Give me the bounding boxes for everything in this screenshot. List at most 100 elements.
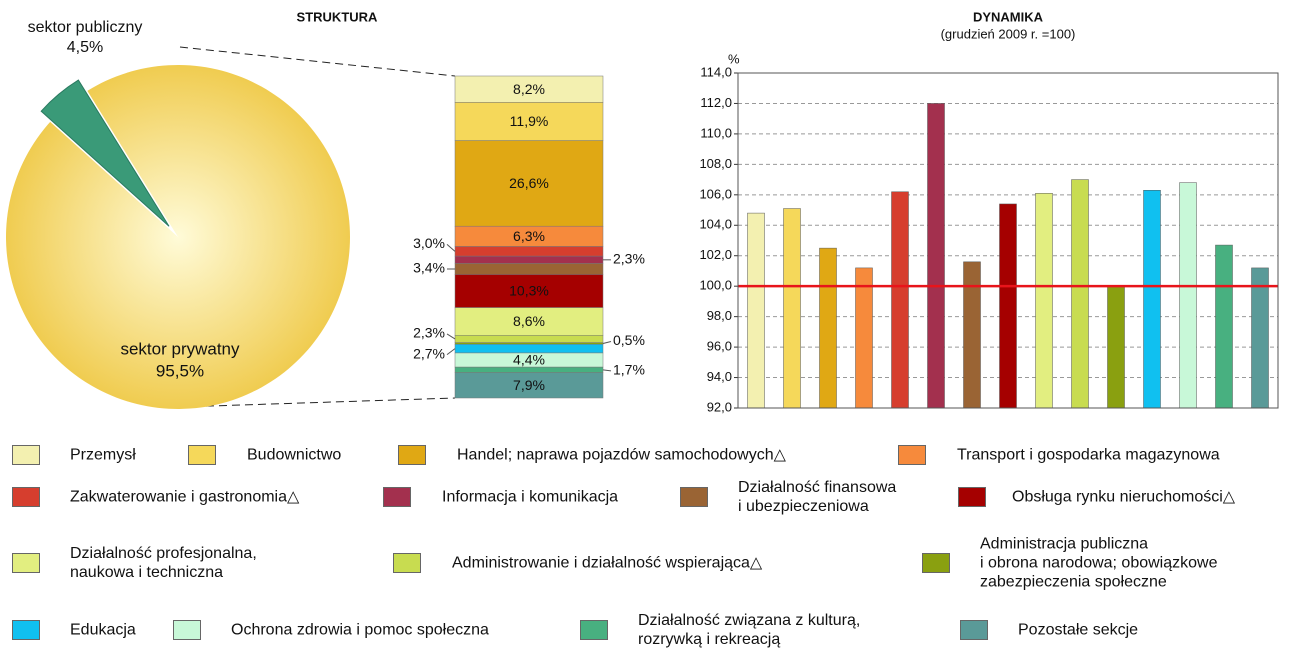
legend-swatch [580,620,608,640]
value-label: 8,6% [513,313,545,329]
legend-swatch [393,553,421,573]
legend-label: Administrowanie i działalność wspierając… [452,554,763,572]
legend-label: Ochrona zdrowia i pomoc społeczna [231,621,489,639]
pie-slice [40,79,170,227]
value-label: 4,4% [513,352,545,368]
stack-segment [454,372,604,399]
value-label: 3,0% [413,235,445,251]
y-tick-label: 104,0 [699,217,732,232]
legend-label: Pozostałe sekcje [1018,621,1139,639]
bar [783,208,801,409]
value-label: 2,7% [413,345,445,361]
pie-label: sektor prywatny [120,339,240,358]
legend-swatch [898,445,926,465]
leader-line [602,340,612,344]
value-label: 2,3% [613,251,645,267]
legend-swatch [12,553,40,573]
legend-label: Handel; naprawa pojazdów samochodowych△ [457,446,786,464]
bar [1071,179,1089,409]
bar [1215,244,1233,409]
value-label: 2,3% [413,325,445,341]
legend-label: Obsługa rynku nieruchomości△ [1012,488,1236,506]
stack-segment [454,263,604,275]
bar [963,261,981,409]
legend-swatch [398,445,426,465]
y-tick-label: 102,0 [699,247,732,262]
legend-swatch [958,487,986,507]
legend-label: Działalność związana z kulturą, rozrywką… [638,612,861,648]
bar [1107,285,1125,409]
connector [179,46,456,77]
value-label: 26,6% [509,175,549,191]
bar [1251,267,1269,409]
pie-label: sektor publiczny [28,19,143,36]
leader-line [446,348,456,356]
chart-title: DYNAMIKA [973,9,1044,24]
chart-title: STRUKTURA [297,9,378,24]
legend-swatch [12,487,40,507]
bar [999,203,1017,409]
bar [927,103,945,409]
legend-label: Edukacja [70,621,136,639]
bar [891,191,909,409]
legend-swatch [173,620,201,640]
y-tick-label: 96,0 [707,339,732,354]
y-tick-label: 92,0 [707,399,732,414]
y-tick-label: 110,0 [700,125,732,140]
leader-line [602,369,612,372]
y-tick-label: 112,0 [700,95,732,110]
stack-segment [454,274,604,308]
bar [747,212,765,409]
bar [819,247,837,409]
legend-swatch [383,487,411,507]
legend-swatch [188,445,216,465]
stack-segment [454,246,604,257]
bar [1179,182,1197,409]
y-tick-label: 108,0 [699,156,732,171]
y-tick-label: 100,0 [699,278,732,293]
legend-label: Działalność finansowa i ubezpieczeniowa [738,479,897,515]
value-label: 11,9% [510,113,549,129]
y-tick-label: 106,0 [699,186,732,201]
stack-segment [454,307,604,336]
stack-segment [454,140,604,227]
legend-swatch [960,620,988,640]
legend-swatch [12,445,40,465]
value-label: 0,5% [613,332,645,348]
legend-swatch [680,487,708,507]
legend-swatch [12,620,40,640]
value-label: 3,4% [413,260,445,276]
chart-subtitle: (grudzień 2009 r. =100) [941,26,1076,41]
y-tick-label: 94,0 [707,369,732,384]
value-label: 8,2% [513,81,545,97]
y-axis-label: % [728,51,740,66]
value-label: 7,9% [513,377,545,393]
leader-line [446,243,456,252]
legend-label: Zakwaterowanie i gastronomia△ [70,488,300,506]
legend-label: Działalność profesjonalna, naukowa i tec… [70,545,257,581]
value-label: 6,3% [513,228,545,244]
legend-label: Administracja publiczna i obrona narodow… [980,535,1218,591]
legend-label: Transport i gospodarka magazynowa [957,446,1220,464]
stack-segment [454,255,604,264]
connector [179,397,456,408]
pie-value-label: 95,5% [156,361,204,380]
value-label: 10,3% [509,283,549,299]
value-label: 1,7% [613,362,645,378]
y-tick-label: 114,0 [700,64,732,79]
bar [1143,190,1161,409]
legend-label: Informacja i komunikacja [442,488,619,506]
bar [1035,193,1053,409]
legend-label: Przemysł [70,446,136,464]
bar [855,267,873,409]
plot-frame [737,72,1279,409]
stack-segment [454,102,604,141]
y-tick-label: 98,0 [707,308,732,323]
pie-slice [5,64,350,409]
legend-label: Budownictwo [247,446,342,464]
stack-segment [454,335,604,343]
stack-segment [454,366,604,373]
leader-line [446,333,456,340]
